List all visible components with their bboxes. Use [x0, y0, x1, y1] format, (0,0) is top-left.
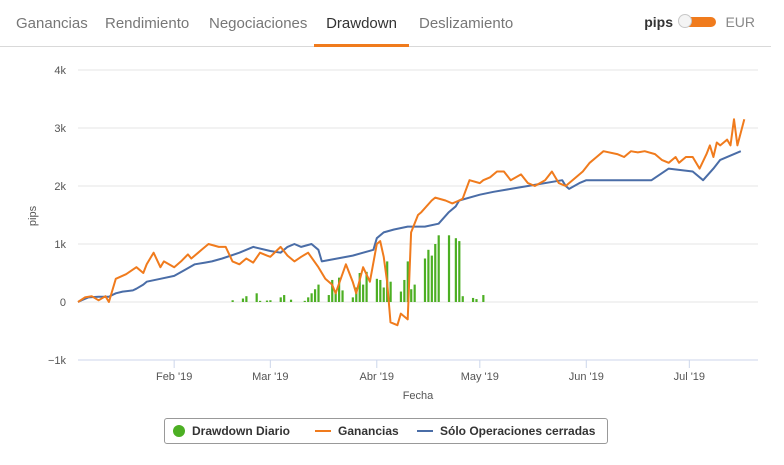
drawdown-bar[interactable] [454, 238, 457, 302]
ganancias-line[interactable] [77, 118, 746, 327]
drawdown-bar[interactable] [423, 258, 427, 303]
drawdown-bar[interactable] [437, 235, 440, 302]
x-axis: Feb '19 Mar '19 Abr '19 May '19 Jun '19 Jul '… [156, 360, 705, 383]
drawdown-bar[interactable] [231, 300, 234, 302]
legend-item-drawdown[interactable]: Drawdown Diario [173, 419, 290, 443]
y-axis: −1k 0 1k 2k 3k 4k [48, 65, 67, 367]
drawdown-bar[interactable] [430, 255, 433, 302]
drawdown-bar[interactable] [475, 299, 478, 302]
drawdown-bar[interactable] [427, 249, 430, 302]
drawdown-bar[interactable] [279, 297, 282, 302]
cerradas-line[interactable] [77, 150, 742, 303]
drawdown-bar[interactable] [379, 279, 382, 302]
legend-cerradas-marker [417, 430, 433, 432]
drawdown-bar[interactable] [355, 287, 358, 303]
toggle-label-eur[interactable]: EUR [725, 14, 755, 30]
drawdown-bar[interactable] [331, 279, 334, 302]
tab-bar: Ganancias Rendimiento Negociaciones Draw… [0, 0, 771, 47]
drawdown-bar[interactable] [241, 298, 245, 302]
legend-drawdown-label: Drawdown Diario [192, 424, 291, 438]
drawdown-bar[interactable] [389, 281, 392, 302]
series-lines [77, 118, 746, 327]
legend-item-cerradas[interactable]: Sólo Operaciones cerradas [417, 419, 595, 443]
drawdown-bar[interactable] [259, 300, 262, 302]
legend-ganancias-marker [315, 430, 331, 432]
legend-drawdown-marker [173, 425, 185, 437]
x-tick-label: Abr '19 [360, 371, 395, 383]
drawdown-bar[interactable] [283, 295, 286, 302]
unit-switch[interactable] [678, 14, 716, 28]
drawdown-bar[interactable] [358, 273, 361, 302]
drawdown-bar[interactable] [375, 278, 378, 302]
y-axis-title: pips [27, 205, 39, 226]
drawdown-bar[interactable] [327, 295, 330, 302]
x-tick-label: Feb '19 [156, 371, 192, 383]
y-tick-label: 1k [54, 239, 66, 251]
legend-ganancias-label: Ganancias [338, 424, 399, 438]
tab-deslizamiento[interactable]: Deslizamiento [419, 15, 514, 32]
drawdown-bar[interactable] [434, 244, 437, 302]
drawdown-bar[interactable] [269, 300, 272, 302]
drawdown-bar[interactable] [313, 289, 317, 302]
legend-item-ganancias[interactable]: Ganancias [315, 419, 399, 443]
drawdown-bar[interactable] [410, 289, 413, 302]
tab-drawdown[interactable]: Drawdown [314, 0, 409, 47]
tab-negociaciones[interactable]: Negociaciones [209, 15, 308, 32]
drawdown-bar[interactable] [362, 284, 365, 302]
drawdown-bar[interactable] [310, 293, 313, 302]
chart-legend: Drawdown Diario Ganancias Sólo Operacion… [164, 418, 608, 444]
drawdown-bars [231, 235, 485, 303]
drawdown-bar[interactable] [458, 241, 461, 302]
chart-grid [78, 69, 758, 361]
x-tick-label: Mar '19 [252, 371, 288, 383]
drawdown-bar[interactable] [382, 287, 385, 303]
drawdown-bar[interactable] [334, 292, 337, 302]
y-tick-label: −1k [48, 355, 67, 367]
drawdown-bar[interactable] [265, 300, 269, 302]
toggle-label-pips[interactable]: pips [644, 14, 673, 30]
y-tick-label: 2k [54, 181, 66, 193]
drawdown-bar[interactable] [289, 299, 293, 302]
drawdown-bar[interactable] [403, 279, 406, 302]
drawdown-bar[interactable] [317, 284, 320, 302]
drawdown-bar[interactable] [341, 290, 344, 302]
legend-cerradas-label: Sólo Operaciones cerradas [440, 424, 596, 438]
drawdown-bar[interactable] [303, 300, 306, 302]
x-tick-label: May '19 [461, 371, 499, 383]
switch-knob[interactable] [678, 14, 692, 28]
drawdown-bar[interactable] [338, 277, 341, 302]
y-tick-label: 0 [60, 297, 66, 309]
drawdown-bar[interactable] [471, 297, 475, 302]
y-tick-label: 4k [54, 65, 66, 77]
tab-rendimiento[interactable]: Rendimiento [105, 15, 190, 32]
drawdown-bar[interactable] [406, 261, 409, 302]
drawdown-bar[interactable] [461, 296, 464, 302]
drawdown-bar[interactable] [399, 291, 403, 302]
x-axis-title: Fecha [403, 390, 434, 402]
x-tick-label: Jul '19 [674, 371, 705, 383]
unit-toggle: pips EUR [640, 13, 755, 33]
drawdown-bar[interactable] [245, 296, 248, 302]
drawdown-bar[interactable] [447, 235, 451, 302]
drawdown-bar[interactable] [351, 297, 354, 302]
y-tick-label: 3k [54, 123, 66, 135]
drawdown-bar[interactable] [255, 293, 258, 302]
drawdown-bar[interactable] [413, 284, 416, 302]
drawdown-bar[interactable] [482, 295, 485, 302]
x-tick-label: Jun '19 [569, 371, 604, 383]
drawdown-bar[interactable] [307, 297, 310, 302]
tab-ganancias[interactable]: Ganancias [16, 15, 88, 32]
drawdown-bar[interactable] [365, 271, 368, 302]
